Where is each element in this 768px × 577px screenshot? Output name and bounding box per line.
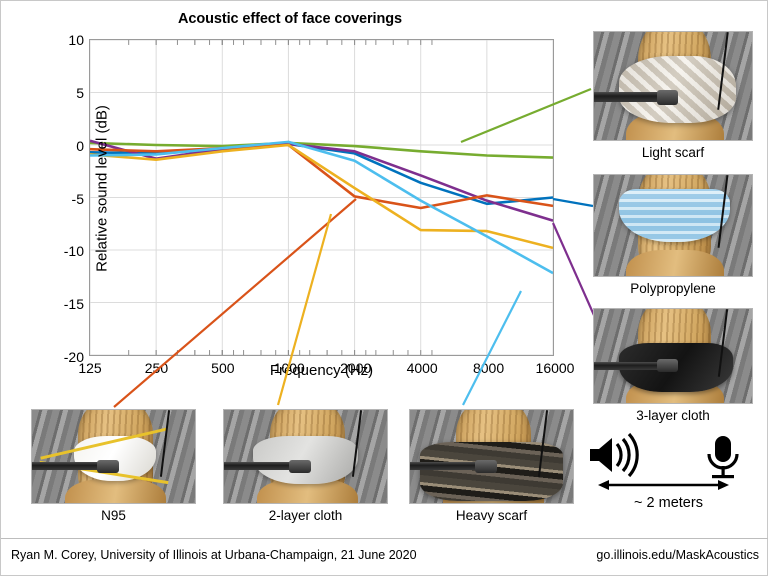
- x-tick-label: 125: [78, 360, 102, 376]
- microphone-probe: [594, 89, 679, 105]
- photo-card-n95: N95: [31, 409, 196, 523]
- microphone-icon: [707, 436, 739, 479]
- y-tick-label: 0: [76, 137, 84, 154]
- x-tick-label: 16000: [535, 360, 575, 376]
- caption-heavy-scarf: Heavy scarf: [455, 508, 528, 523]
- polypropylene-mask-covering: [619, 189, 730, 242]
- photo-three-layer-cloth: [593, 308, 753, 404]
- y-tick-label: -5: [71, 190, 84, 207]
- series-line-light-scarf: [90, 141, 553, 159]
- y-tick-label: 5: [76, 84, 84, 101]
- series-lines: [90, 139, 553, 275]
- x-axis-label: Frequency (Hz): [269, 362, 374, 379]
- photo-polypropylene: [593, 174, 753, 277]
- microphone-probe: [224, 459, 311, 474]
- light-scarf-covering: [619, 55, 737, 123]
- series-line-heavy-scarf: [90, 140, 553, 275]
- microphone-probe: [410, 459, 497, 474]
- footer-credit: Ryan M. Corey, University of Illinois at…: [11, 548, 417, 562]
- microphone-probe: [594, 359, 679, 374]
- photo-card-heavy-scarf: Heavy scarf: [409, 409, 574, 523]
- footer-bar: Ryan M. Corey, University of Illinois at…: [1, 538, 768, 575]
- caption-two-layer: 2-layer cloth: [268, 508, 343, 523]
- x-tick-label: 4000: [406, 360, 438, 376]
- microphone-probe: [32, 459, 119, 474]
- caption-n95: N95: [101, 508, 126, 523]
- caption-three-layer: 3-layer cloth: [636, 408, 710, 423]
- measurement-setup-diagram: ~ 2 meters: [576, 432, 761, 521]
- photo-card-three-layer: 3-layer cloth: [593, 308, 753, 423]
- photo-n95: [31, 409, 196, 504]
- mannequin-neck: [64, 478, 166, 503]
- distance-arrow-icon: [598, 480, 729, 490]
- series-line-n95: [90, 143, 553, 210]
- photo-card-polypropylene: Polypropylene: [593, 174, 753, 296]
- footer-link[interactable]: go.illinois.edu/MaskAcoustics: [596, 548, 759, 562]
- setup-icons: [590, 432, 739, 490]
- y-tick-label: -15: [63, 296, 84, 313]
- speaker-icon: [590, 432, 639, 478]
- y-tick-label: -20: [63, 349, 84, 365]
- chart-title: Acoustic effect of face coverings: [178, 11, 402, 27]
- caption-polypropylene: Polypropylene: [630, 281, 716, 296]
- caption-light-scarf: Light scarf: [641, 145, 705, 160]
- mannequin-neck: [625, 249, 724, 276]
- distance-label: ~ 2 meters: [634, 495, 703, 511]
- y-tick-label: -10: [63, 243, 84, 260]
- photo-light-scarf: [593, 31, 753, 141]
- photo-two-layer-cloth: [223, 409, 388, 504]
- chart-figure: Acoustic effect of face coverings 10 5 0 -5…: [1, 1, 579, 401]
- y-axis-label: Relative sound level (dB): [93, 105, 111, 272]
- photo-card-two-layer: 2-layer cloth: [223, 409, 388, 523]
- photo-card-light-scarf: Light scarf: [593, 31, 753, 160]
- y-tick-label: 10: [68, 32, 84, 48]
- n95-mask-covering: [74, 436, 156, 481]
- photo-heavy-scarf: [409, 409, 574, 504]
- plot-area: 10 5 0 -5 -10 -15 -20 125 250 500 1000 2000 4000 800…: [64, 32, 575, 376]
